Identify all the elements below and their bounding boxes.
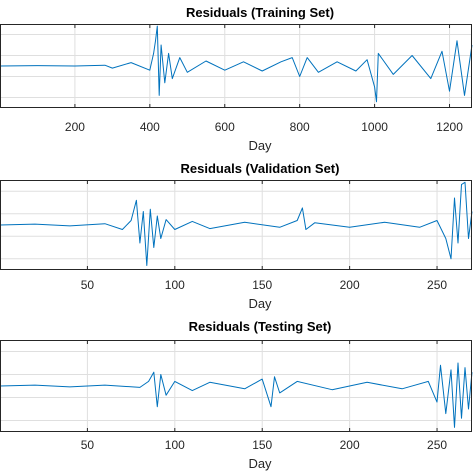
panel-1-xtick-label-4: 1000: [361, 120, 388, 134]
panel-2-xtick-label-0: 50: [81, 278, 95, 292]
panel-2-title: Residuals (Validation Set): [181, 161, 340, 176]
panel-1-xtick-label-5: 1200: [436, 120, 463, 134]
panel-1-xtick-label-1: 400: [140, 120, 160, 134]
panel-2-xtick-label-3: 200: [340, 278, 360, 292]
panel-3-xtick-label-4: 250: [427, 438, 447, 452]
panel-3-xtick-label-3: 200: [340, 438, 360, 452]
panel-3-axes-box: [0, 340, 472, 432]
panel-1-xtick-label-3: 800: [290, 120, 310, 134]
panel-2-xtick-label-1: 100: [165, 278, 185, 292]
panel-3-xtick-label-1: 100: [165, 438, 185, 452]
panel-3-xtick-label-0: 50: [81, 438, 95, 452]
panel-1-xlabel: Day: [248, 138, 272, 153]
panel-3-xtick-label-2: 150: [252, 438, 272, 452]
panel-3-residual-series: [0, 362, 473, 428]
panel-3-plot-area: [0, 340, 472, 432]
panel-1-xtick-label-2: 600: [215, 120, 235, 134]
panel-1-axes-box: [0, 24, 472, 108]
panel-1-title: Residuals (Training Set): [186, 5, 334, 20]
panel-2-xtick-label-4: 250: [427, 278, 447, 292]
panel-1-residual-series: [0, 25, 473, 103]
panel-2-xtick-label-2: 150: [252, 278, 272, 292]
panel-2-residual-series: [0, 181, 473, 266]
panel-3-title: Residuals (Testing Set): [189, 319, 332, 334]
panel-2-xlabel: Day: [248, 296, 272, 311]
panel-2-axes-box: [0, 180, 472, 270]
panel-1-xtick-label-0: 200: [65, 120, 85, 134]
panel-3-xlabel: Day: [248, 456, 272, 471]
